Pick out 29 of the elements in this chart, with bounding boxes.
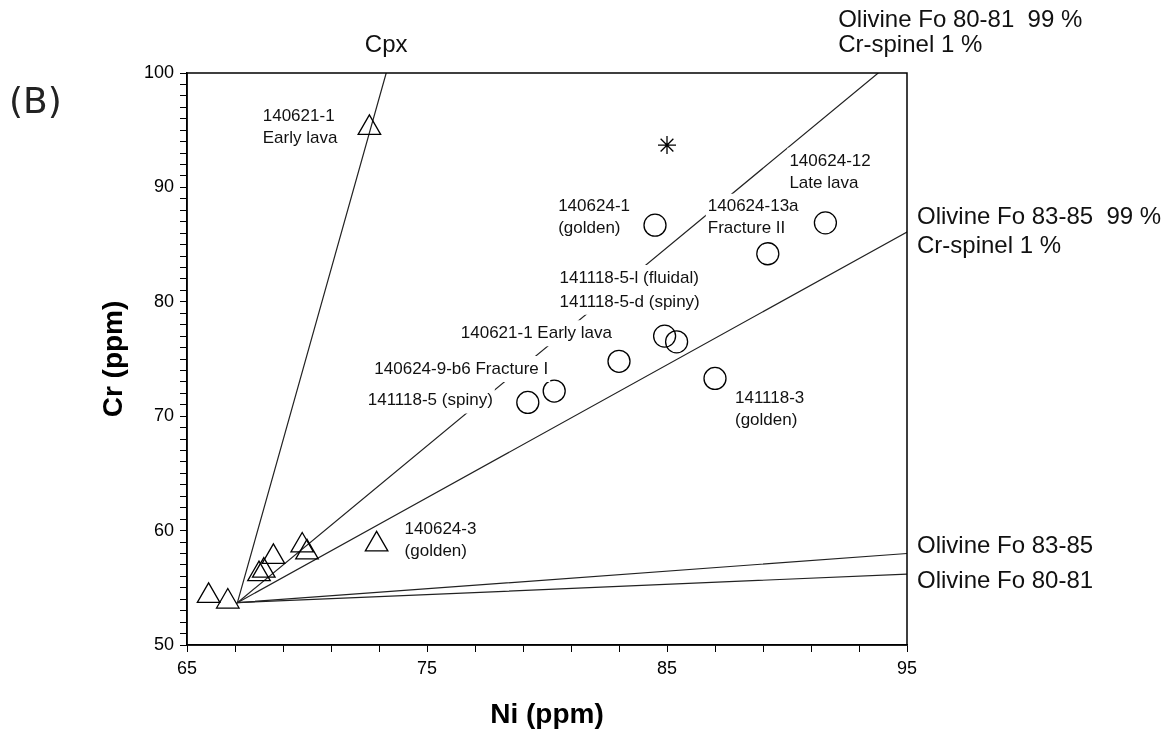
y-tick-label: 50 [153,633,174,654]
x-axis-title: Ni (ppm) [490,697,604,729]
y-tick-label: 60 [153,519,174,540]
annotation: 140624-3 (golden) [404,519,477,561]
annotation: 140624-12 Late lava [789,150,871,192]
y-tick-label: 90 [153,176,174,197]
y-tick-label: 100 [143,61,174,82]
series-label: Olivine Fo 83-85 99 % Cr-spinel 1 % [917,202,1162,259]
annotation: 140624-9-b6 Fracture I [374,358,549,378]
series-label: Olivine Fo 80-81 [917,565,1094,593]
annotation: 140621-1 Early lava [460,322,613,342]
series-label: Cpx [364,29,408,57]
x-tick-label: 85 [656,657,678,678]
annotation: 141118-5-d (spiny) [559,291,700,311]
x-tick-label: 95 [896,657,918,678]
x-tick-label: 75 [416,657,438,678]
annotation: 141118-3 (golden) [735,388,805,430]
annotation: 141118-5 (spiny) [367,390,493,410]
series-label: Olivine Fo 83-85 [917,530,1094,558]
y-axis-title: Cr (ppm) [96,300,128,418]
chart-title: (B) [9,80,62,122]
y-tick-label: 70 [153,405,174,426]
x-tick-label: 65 [176,657,198,678]
annotation: 141118-5-l (fluidal) [559,267,699,287]
series-label: Olivine Fo 80-81 99 % Cr-spinel 1 % [838,4,1083,57]
annotation: 140621-1 Early lava [262,105,338,147]
y-tick-label: 80 [153,290,174,311]
annotation: 140624-1 (golden) [558,195,630,237]
annotation: 140624-13a Fracture II [707,196,800,238]
